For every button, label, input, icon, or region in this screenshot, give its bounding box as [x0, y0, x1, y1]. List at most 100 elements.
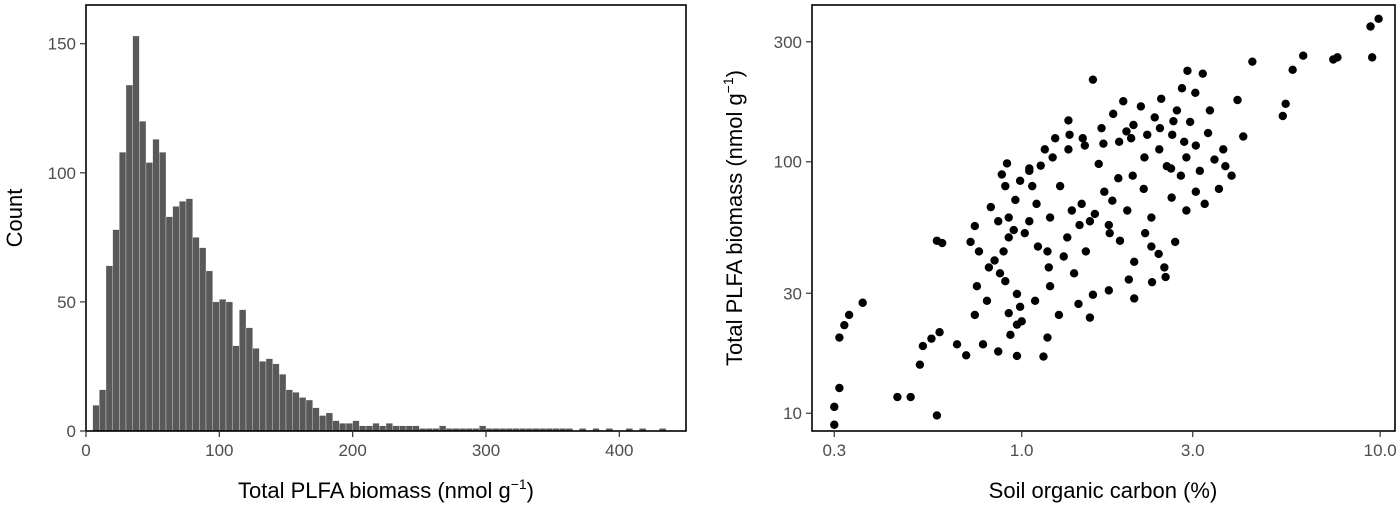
scatter-point — [1169, 116, 1178, 126]
histogram-bar — [279, 374, 287, 432]
scatter-point — [1219, 145, 1228, 154]
scatter-point — [1105, 228, 1114, 238]
scatter-point — [999, 247, 1008, 256]
scatter-point — [1085, 217, 1095, 226]
scatter-point — [1227, 171, 1236, 180]
scatter-point — [1182, 153, 1191, 162]
scatter-point — [1054, 310, 1064, 320]
histogram-bar — [199, 247, 207, 432]
scatter-point — [1150, 113, 1159, 122]
histogram-bar — [125, 84, 133, 432]
scatter-point — [974, 247, 984, 256]
scatter-point — [1077, 199, 1086, 209]
histogram-x-axis-title: Total PLFA biomass (nmol g−1) — [238, 476, 534, 503]
histogram-bar — [312, 407, 320, 432]
scatter-x-axis-title: Soil organic carbon (%) — [989, 478, 1218, 503]
scatter-points — [830, 14, 1383, 429]
scatter-point — [1177, 84, 1187, 93]
scatter-point — [1036, 161, 1045, 170]
scatter-point — [986, 202, 996, 212]
histogram-bar — [299, 397, 307, 432]
scatter-point — [1167, 193, 1176, 202]
scatter-point — [1006, 330, 1015, 340]
scatter-point — [961, 351, 971, 360]
scatter-point — [1170, 237, 1180, 247]
scatter-point — [1001, 277, 1010, 286]
histogram-x-tick-label: 300 — [472, 441, 500, 460]
scatter-point — [995, 269, 1005, 278]
scatter-point — [1097, 123, 1106, 133]
scatter-point — [1366, 22, 1375, 31]
histogram-bar — [192, 237, 200, 432]
scatter-point — [1067, 206, 1077, 215]
scatter-point — [1233, 95, 1242, 105]
histogram-bar — [165, 216, 173, 432]
scatter-point — [1374, 14, 1383, 24]
scatter-point — [935, 328, 944, 337]
scatter-point — [1015, 176, 1025, 185]
scatter-point — [840, 320, 849, 330]
scatter-point — [1059, 252, 1068, 261]
scatter-point — [1200, 199, 1209, 209]
histogram-bar — [179, 201, 187, 432]
scatter-point — [1075, 220, 1084, 230]
histogram-bar — [232, 345, 240, 432]
scatter-point — [1004, 308, 1013, 318]
scatter-point — [932, 411, 942, 420]
scatter-point — [1043, 333, 1052, 342]
scatter-point — [1129, 120, 1138, 130]
scatter-point — [1090, 209, 1100, 219]
scatter-point — [1191, 88, 1200, 98]
histogram-y-tick-label: 100 — [48, 164, 76, 183]
scatter-point — [1004, 233, 1013, 242]
histogram-bar — [252, 348, 260, 432]
scatter-point — [972, 282, 982, 291]
scatter-point — [1088, 75, 1098, 84]
scatter-point — [1001, 181, 1010, 191]
scatter-point — [858, 298, 867, 307]
scatter-panel: 0.3 1.0 3.0 10.0 10 30 100 300 Soil organic ca… — [720, 4, 1397, 503]
histogram-bar — [292, 392, 300, 432]
scatter-point — [990, 256, 999, 265]
scatter-y-tick-label: 100 — [774, 153, 802, 172]
scatter-point — [997, 170, 1007, 179]
scatter-point — [1147, 242, 1156, 251]
scatter-x-tick-label: 3.0 — [1181, 441, 1205, 460]
scatter-point — [1081, 247, 1091, 256]
scatter-point — [1063, 233, 1072, 242]
scatter-point — [1025, 164, 1034, 173]
histogram-bar — [185, 198, 193, 432]
histogram-y-tick-label: 150 — [48, 35, 76, 54]
scatter-point — [952, 340, 962, 349]
scatter-point — [1128, 171, 1137, 180]
histogram-bar — [259, 361, 267, 432]
histogram-bar — [105, 265, 113, 432]
histogram-bar — [212, 301, 220, 432]
histogram-bar — [139, 121, 147, 432]
histogram-panel: 0 100 200 300 400 0 50 100 150 Total PLFA bioma… — [2, 4, 687, 503]
histogram-bar — [99, 389, 107, 432]
histogram-bar — [345, 423, 353, 432]
histogram-bar — [325, 412, 333, 432]
scatter-point — [1130, 294, 1139, 303]
scatter-point — [1124, 275, 1134, 284]
scatter-point — [1015, 302, 1025, 311]
scatter-point — [1183, 66, 1192, 75]
scatter-point — [1139, 184, 1148, 194]
scatter-point — [984, 263, 994, 272]
scatter-point — [906, 392, 915, 402]
scatter-point — [835, 383, 844, 393]
scatter-plot-frame — [811, 4, 1396, 432]
scatter-point — [1195, 166, 1205, 176]
scatter-point — [1085, 313, 1095, 322]
histogram-y-tick-label: 0 — [67, 422, 76, 441]
scatter-x-tick-label: 1.0 — [1010, 441, 1034, 460]
scatter-point — [1074, 299, 1083, 309]
histogram-bar — [132, 35, 140, 432]
scatter-point — [1048, 153, 1057, 162]
scatter-point — [1108, 196, 1117, 205]
scatter-point — [1069, 269, 1079, 278]
scatter-point — [830, 420, 839, 429]
scatter-point — [1185, 117, 1195, 127]
